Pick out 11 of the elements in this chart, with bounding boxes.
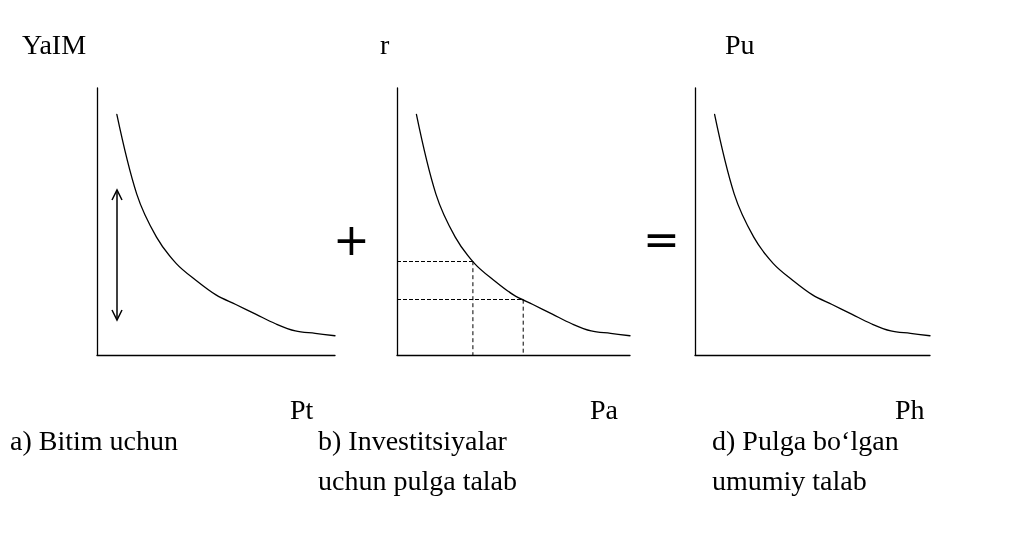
- text: a) Bitim uchun: [10, 424, 178, 456]
- y-axis-title: Pu: [725, 28, 755, 60]
- text: d) Pulga bo‘lgan umumiy talab: [712, 424, 906, 496]
- text: b) Investitsiyalar uchun pulga talab: [318, 424, 518, 496]
- x-axis-title: Pt: [290, 393, 314, 425]
- text: =: [643, 213, 680, 265]
- y-axis-title: r: [380, 28, 390, 60]
- x-axis-title: Pa: [590, 393, 619, 425]
- x-axis-title: Ph: [895, 393, 925, 425]
- y-axis-title: YaIM: [22, 28, 87, 60]
- annotation: +: [333, 213, 370, 265]
